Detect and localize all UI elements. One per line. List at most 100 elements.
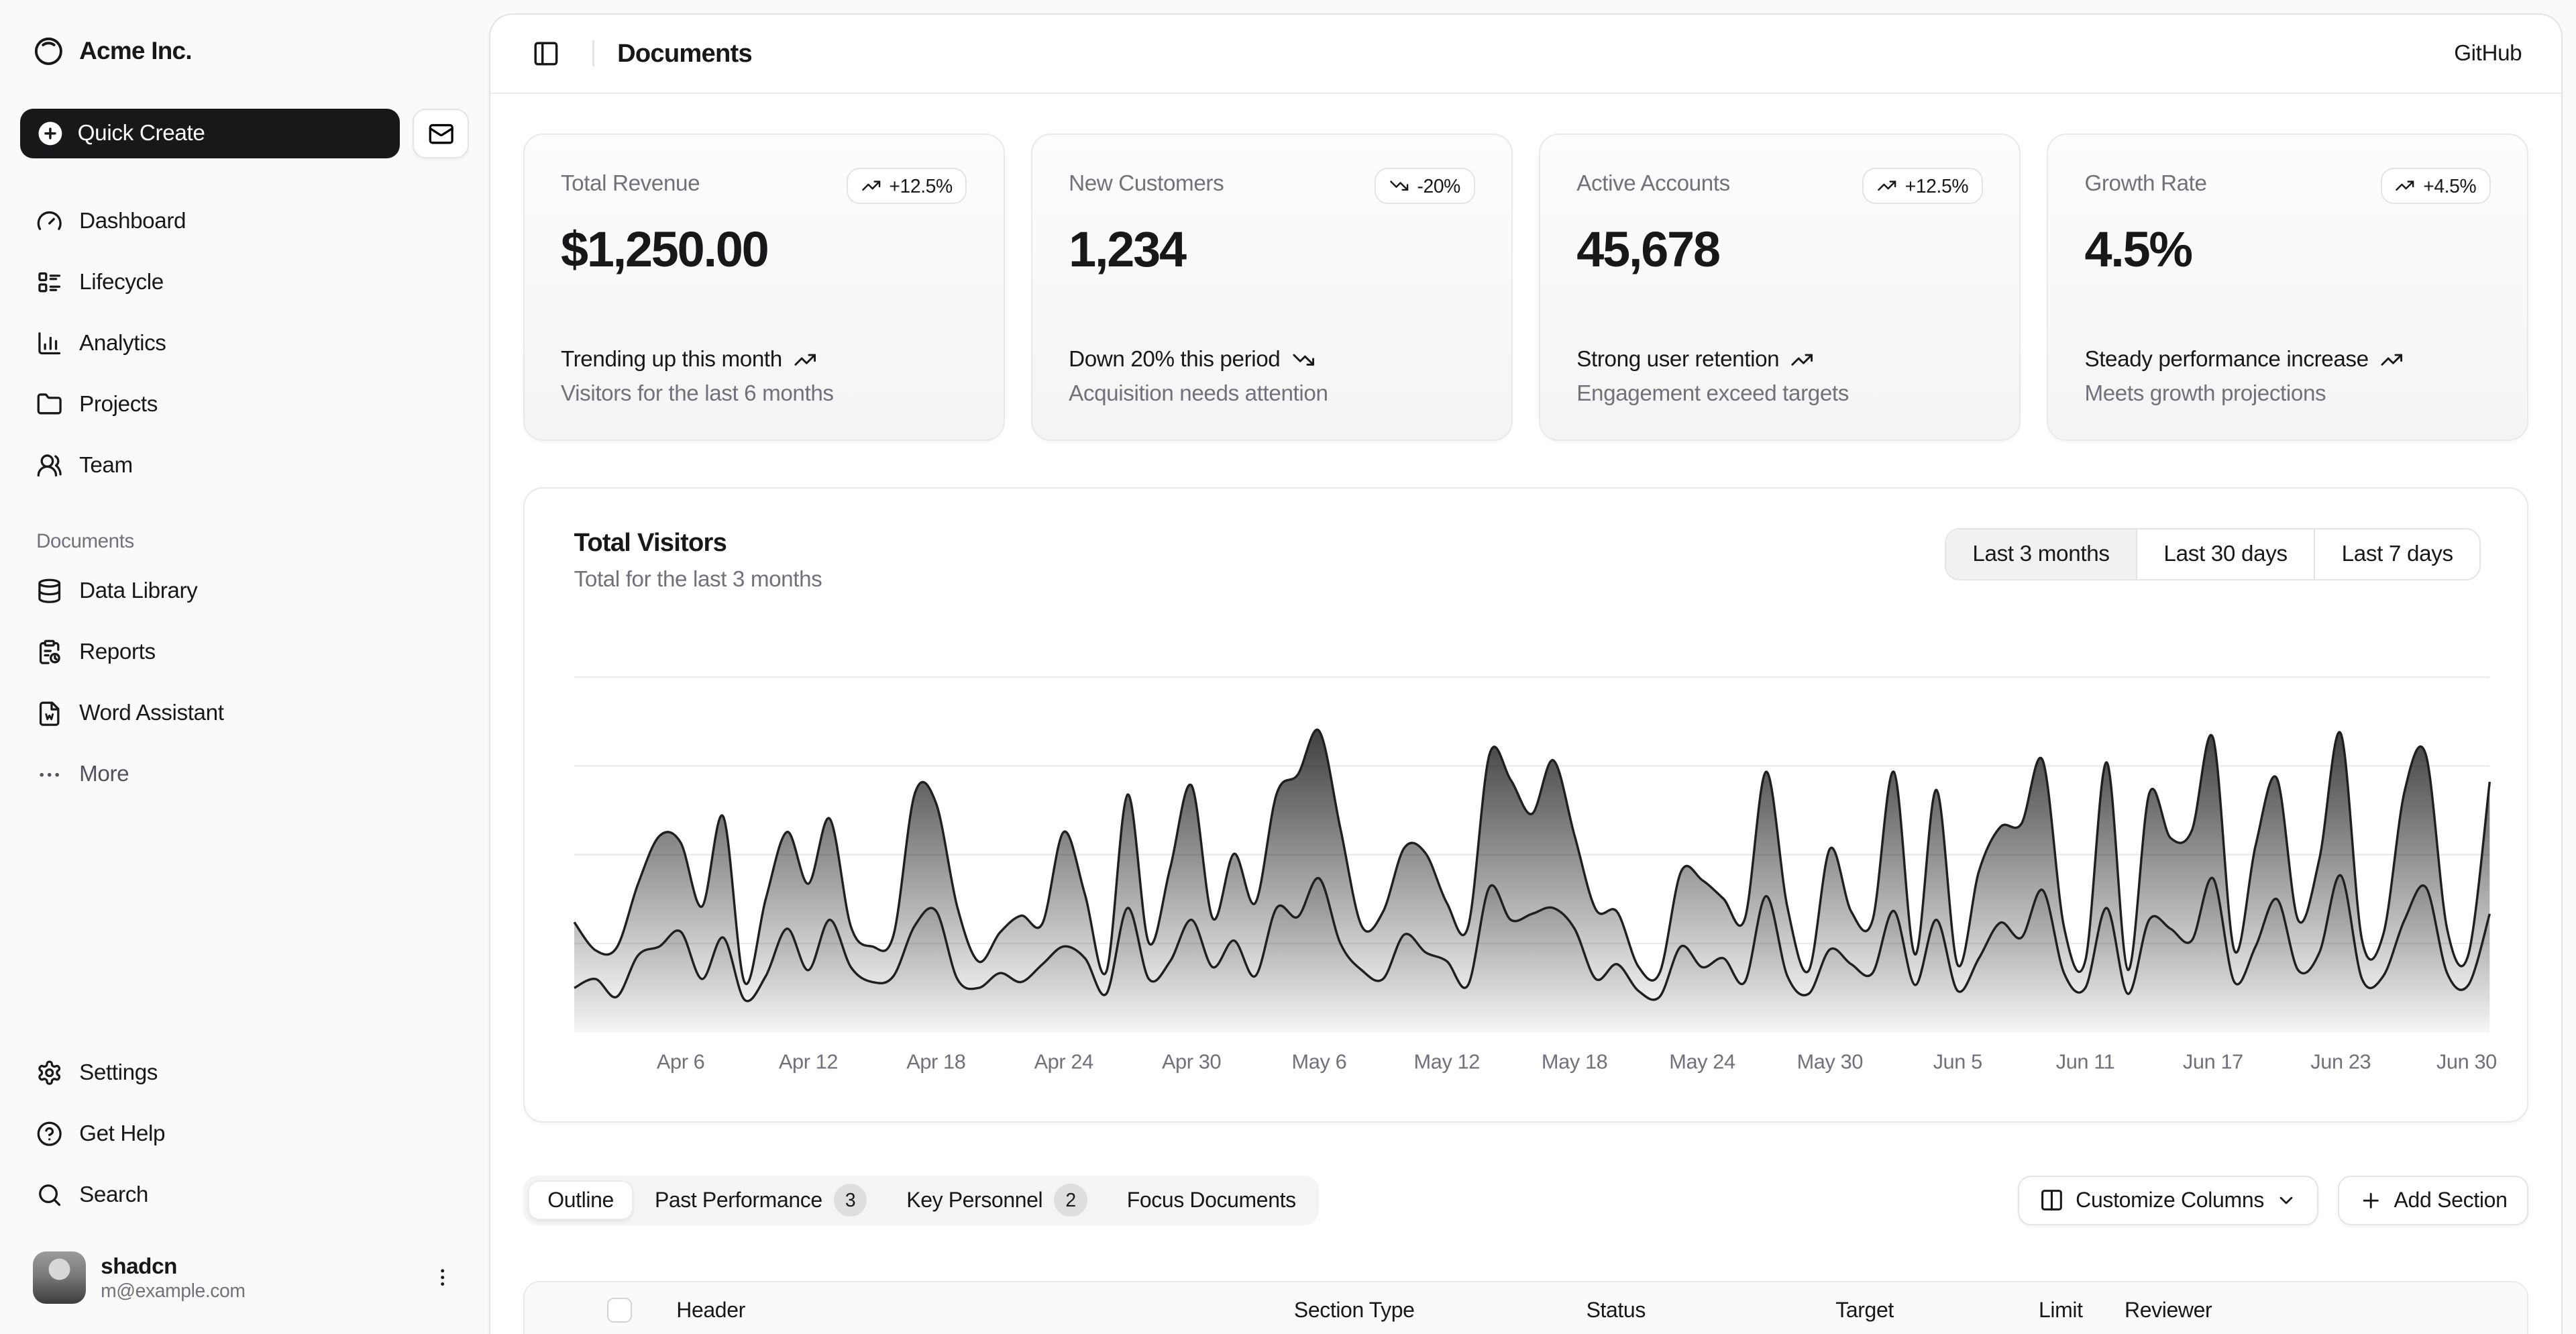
tab-outline[interactable]: Outline xyxy=(528,1180,633,1221)
badge-value: -20% xyxy=(1417,174,1460,197)
customize-columns-button[interactable]: Customize Columns xyxy=(2018,1175,2318,1225)
select-all-checkbox[interactable] xyxy=(606,1297,632,1323)
badge-value: +4.5% xyxy=(2423,174,2477,197)
range-last-7-days[interactable]: Last 7 days xyxy=(2314,529,2480,580)
sidebar-section-documents: Documents xyxy=(36,530,134,553)
ellipsis-icon xyxy=(40,772,60,777)
sidebar-item-dashboard[interactable]: Dashboard xyxy=(20,195,470,248)
sidebar: Acme Inc. Quick Create Dashboard Lifecyc… xyxy=(0,0,489,1334)
add-section-label: Add Section xyxy=(2394,1188,2508,1213)
svg-text:Jun 5: Jun 5 xyxy=(1933,1049,1982,1073)
sidebar-item-label: Projects xyxy=(79,391,158,417)
user-email: m@example.com xyxy=(101,1279,246,1301)
sidebar-item-team[interactable]: Team xyxy=(20,440,470,493)
range-last-30-days[interactable]: Last 30 days xyxy=(2136,529,2314,580)
clipboard-icon xyxy=(40,640,60,665)
svg-text:Apr 30: Apr 30 xyxy=(1162,1049,1221,1073)
help-circle-icon xyxy=(37,1121,62,1146)
trend-badge: +12.5% xyxy=(846,168,967,205)
svg-text:May 12: May 12 xyxy=(1413,1049,1479,1073)
card-footer-line1: Strong user retention xyxy=(1576,347,1780,372)
sidebar-item-reports[interactable]: Reports xyxy=(20,626,470,679)
tab-focus-documents[interactable]: Focus Documents xyxy=(1109,1180,1314,1220)
svg-text:Apr 24: Apr 24 xyxy=(1034,1049,1093,1073)
card-value: 1,234 xyxy=(1069,221,1187,277)
user-meta: shadcn m@example.com xyxy=(101,1254,415,1302)
brand[interactable]: Acme Inc. xyxy=(20,26,470,76)
card-title: New Customers xyxy=(1069,171,1224,197)
sidebar-toggle-button[interactable] xyxy=(523,30,570,76)
svg-text:May 24: May 24 xyxy=(1669,1049,1735,1073)
card-footer-line2: Engagement exceed targets xyxy=(1576,380,1849,406)
svg-text:Apr 18: Apr 18 xyxy=(906,1049,965,1073)
quick-create-label: Quick Create xyxy=(77,121,205,146)
sidebar-item-get-help[interactable]: Get Help xyxy=(20,1108,470,1161)
sidebar-item-label: More xyxy=(79,762,129,787)
sidebar-item-projects[interactable]: Projects xyxy=(20,378,470,431)
sidebar-item-label: Analytics xyxy=(79,330,166,356)
nav-main: Dashboard Lifecycle Analytics Projects T… xyxy=(20,195,470,492)
sidebar-item-search[interactable]: Search xyxy=(20,1169,470,1222)
search-icon xyxy=(39,1184,61,1207)
sidebar-item-label: Dashboard xyxy=(79,208,186,234)
range-last-3-months[interactable]: Last 3 months xyxy=(1945,529,2137,580)
add-section-button[interactable]: Add Section xyxy=(2338,1175,2529,1225)
nav-documents: Data Library Reports Word Assistant More xyxy=(20,565,470,801)
plus-circle-icon xyxy=(38,121,62,146)
card-footer-line2: Meets growth projections xyxy=(2084,380,2326,406)
sections-table: Header Section Type Status Target Limit … xyxy=(523,1281,2529,1334)
sidebar-item-lifecycle[interactable]: Lifecycle xyxy=(20,256,470,309)
trending-up-icon xyxy=(1791,354,1813,366)
card-value: $1,250.00 xyxy=(560,221,769,277)
topbar: Documents GitHub xyxy=(490,15,2562,94)
trend-badge: +4.5% xyxy=(2380,168,2491,205)
sidebar-item-analytics[interactable]: Analytics xyxy=(20,317,470,370)
tab-label: Past Performance xyxy=(654,1188,822,1213)
avatar xyxy=(33,1251,86,1304)
main-panel: Documents GitHub Total Revenue +12.5% $1… xyxy=(488,13,2563,1334)
svg-text:May 6: May 6 xyxy=(1291,1049,1346,1073)
column-header: Section Type xyxy=(1293,1297,1415,1322)
chart-title: Total Visitors xyxy=(574,527,727,557)
quick-create-button[interactable]: Quick Create xyxy=(19,109,400,159)
stat-card-growth-rate: Growth Rate +4.5% 4.5% Steady performanc… xyxy=(2047,133,2529,441)
column-header: Reviewer xyxy=(2125,1297,2212,1322)
stat-card-total-revenue: Total Revenue +12.5% $1,250.00 Trending … xyxy=(523,133,1005,441)
sidebar-item-settings[interactable]: Settings xyxy=(20,1046,470,1099)
list-icon xyxy=(38,272,61,293)
github-link[interactable]: GitHub xyxy=(2454,40,2522,66)
page-title: Documents xyxy=(617,38,753,68)
user-menu[interactable]: shadcn m@example.com xyxy=(20,1241,470,1314)
sidebar-item-word-assistant[interactable]: Word Assistant xyxy=(20,687,470,740)
sidebar-item-data-library[interactable]: Data Library xyxy=(20,565,470,618)
tab-count-badge: 3 xyxy=(833,1184,867,1217)
tab-count-badge: 2 xyxy=(1054,1184,1087,1217)
card-footer: Steady performance increase Meets growth… xyxy=(2084,347,2491,406)
folder-icon xyxy=(37,393,62,415)
card-footer-line2: Acquisition needs attention xyxy=(1069,380,1328,406)
svg-text:Apr 12: Apr 12 xyxy=(779,1049,838,1073)
nav-secondary: Settings Get Help Search xyxy=(20,1046,470,1221)
stat-card-active-accounts: Active Accounts +12.5% 45,678 Strong use… xyxy=(1539,133,2021,441)
visitors-area-chart: Apr 6 Apr 12 Apr 18 Apr 24 Apr 30 May 6 May 12… xyxy=(573,662,2497,1078)
divider xyxy=(592,40,594,67)
card-footer: Down 20% this period Acquisition needs a… xyxy=(1069,347,1475,406)
svg-text:Apr 6: Apr 6 xyxy=(657,1049,705,1073)
card-footer: Trending up this month Visitors for the … xyxy=(561,347,967,406)
sidebar-spacer xyxy=(20,801,470,1011)
card-footer: Strong user retention Engagement exceed … xyxy=(1576,347,1983,406)
tab-past-performance[interactable]: Past Performance 3 xyxy=(637,1180,885,1220)
logo-icon xyxy=(35,37,63,65)
card-footer-line1: Down 20% this period xyxy=(1069,347,1281,372)
ellipsis-vertical-icon[interactable] xyxy=(429,1264,455,1290)
badge-value: +12.5% xyxy=(1904,174,1969,197)
svg-text:Jun 11: Jun 11 xyxy=(2055,1049,2114,1073)
inbox-button[interactable] xyxy=(413,109,470,159)
tab-key-personnel[interactable]: Key Personnel 2 xyxy=(888,1180,1106,1220)
column-header: Header xyxy=(676,1297,745,1322)
sidebar-item-more[interactable]: More xyxy=(20,748,470,801)
visitors-chart-card: Total Visitors Total for the last 3 mont… xyxy=(523,486,2529,1123)
gear-icon xyxy=(38,1060,61,1085)
card-footer-line1: Trending up this month xyxy=(560,347,782,372)
